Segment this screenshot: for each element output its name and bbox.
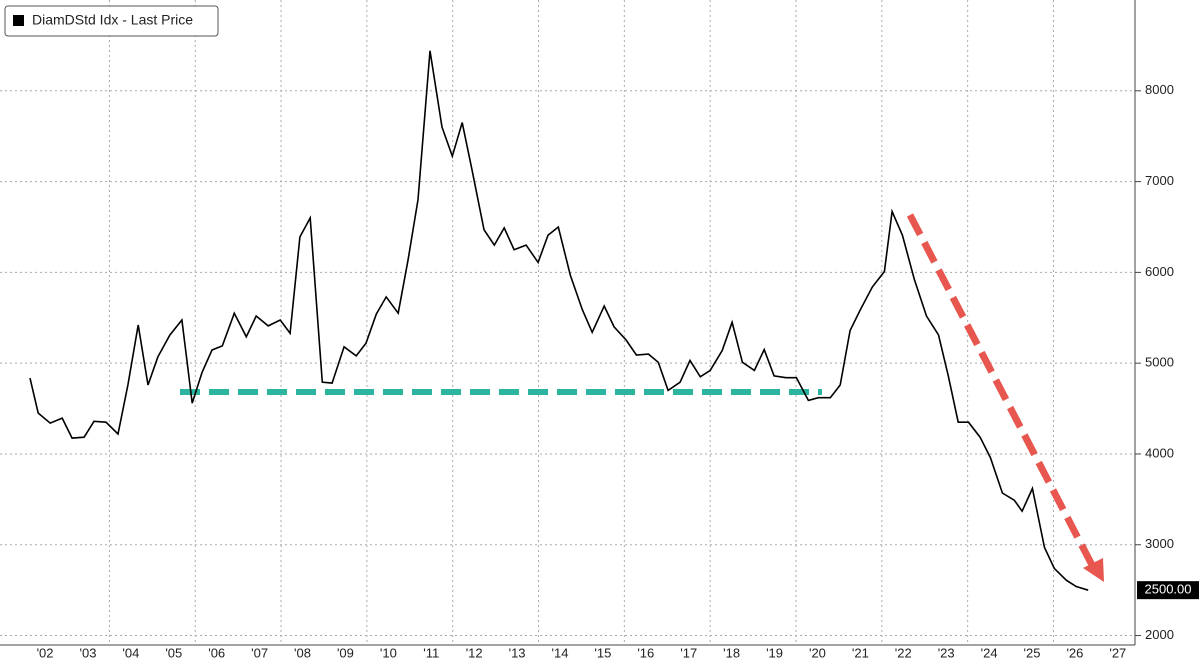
x-tick-label: '22 xyxy=(895,645,912,660)
x-tick-label: '07 xyxy=(251,645,268,660)
y-tick-label: 6000 xyxy=(1145,264,1174,279)
x-tick-label: '06 xyxy=(208,645,225,660)
x-tick-label: '14 xyxy=(552,645,569,660)
x-tick-label: '23 xyxy=(938,645,955,660)
x-tick-label: '25 xyxy=(1024,645,1041,660)
x-tick-label: '03 xyxy=(79,645,96,660)
y-tick-label: 3000 xyxy=(1145,536,1174,551)
legend-label: DiamDStd Idx - Last Price xyxy=(32,12,193,28)
trend-arrow xyxy=(906,213,1096,567)
price-line xyxy=(29,50,1089,591)
x-tick-label: '24 xyxy=(981,645,998,660)
trend-arrow-head xyxy=(1083,558,1104,582)
x-tick-label: '21 xyxy=(852,645,869,660)
x-tick-label: '17 xyxy=(680,645,697,660)
x-tick-label: '19 xyxy=(766,645,783,660)
x-tick-label: '12 xyxy=(466,645,483,660)
y-tick-label: 7000 xyxy=(1145,173,1174,188)
x-tick-label: '05 xyxy=(165,645,182,660)
x-tick-label: '13 xyxy=(509,645,526,660)
x-tick-label: '09 xyxy=(337,645,354,660)
x-tick-label: '18 xyxy=(723,645,740,660)
y-tick-label: 5000 xyxy=(1145,355,1174,370)
x-tick-label: '08 xyxy=(294,645,311,660)
legend-box xyxy=(4,5,219,37)
x-tick-label: '16 xyxy=(637,645,654,660)
legend-swatch xyxy=(13,15,24,26)
y-tick-label: 8000 xyxy=(1145,82,1174,97)
x-tick-label: '26 xyxy=(1066,645,1083,660)
x-tick-label: '11 xyxy=(423,645,439,660)
x-tick-label: '10 xyxy=(380,645,397,660)
last-price-label: 2500.00 xyxy=(1145,582,1192,597)
x-tick-label: '04 xyxy=(122,645,139,660)
x-tick-label: '15 xyxy=(594,645,611,660)
x-tick-label: '20 xyxy=(809,645,826,660)
x-tick-label: '02 xyxy=(37,645,54,660)
y-tick-label: 2000 xyxy=(1145,627,1174,642)
last-price-box xyxy=(1137,581,1199,600)
y-tick-label: 4000 xyxy=(1145,445,1174,460)
x-tick-label: '27 xyxy=(1109,645,1126,660)
